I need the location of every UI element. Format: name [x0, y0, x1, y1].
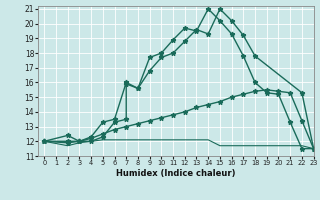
X-axis label: Humidex (Indice chaleur): Humidex (Indice chaleur) — [116, 169, 236, 178]
